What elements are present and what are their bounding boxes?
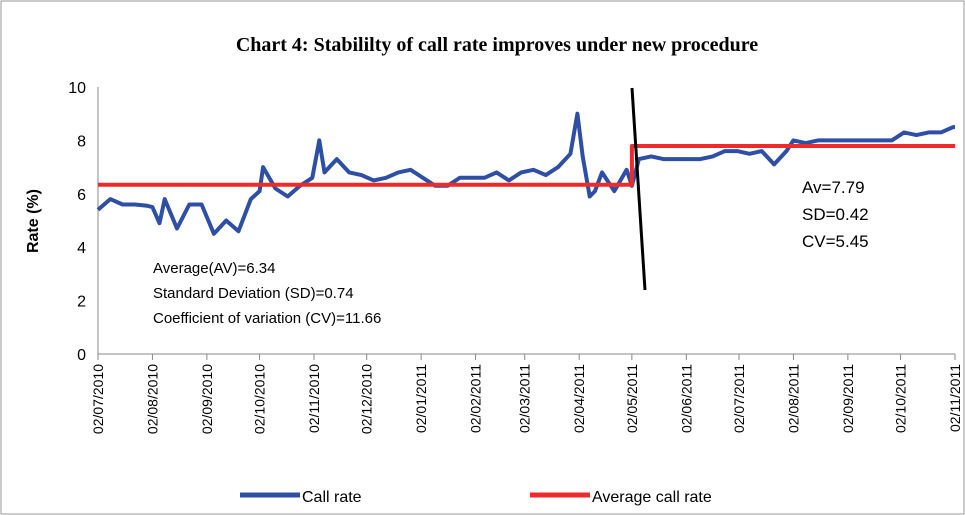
annotation: Av=7.79 (802, 178, 865, 197)
annotation: CV=5.45 (802, 232, 869, 251)
x-tick-label: 02/06/2011 (678, 364, 694, 433)
annotation: Standard Deviation (SD)=0.74 (153, 285, 354, 302)
annotation: Coefficient of variation (CV)=11.66 (153, 310, 381, 327)
y-tick-label: 4 (77, 240, 86, 257)
y-axis-label: Rate (%) (25, 189, 42, 253)
x-tick-label: 02/05/2011 (624, 364, 640, 433)
x-tick-label: 02/12/2010 (359, 364, 375, 434)
x-tick-label: 02/07/2011 (731, 364, 747, 433)
y-tick-label: 6 (77, 187, 86, 204)
x-tick-label: 02/11/2010 (306, 364, 322, 433)
x-tick-label: 02/11/2011 (947, 364, 963, 432)
x-tick-label: 02/08/2010 (144, 364, 160, 434)
divider-line (630, 87, 647, 291)
x-tick-label: 02/01/2011 (413, 364, 429, 433)
x-tick-label: 02/09/2011 (840, 364, 856, 433)
chart-title: Chart 4: Stabililty of call rate improve… (236, 34, 758, 56)
y-tick-label: 2 (77, 294, 86, 311)
legend-label: Average call rate (592, 489, 712, 506)
x-tick-label: 02/02/2011 (468, 364, 484, 433)
x-tick-label: 02/04/2011 (571, 364, 587, 433)
x-tick-label: 02/10/2010 (252, 364, 268, 434)
y-tick-label: 10 (68, 80, 86, 97)
annotation: Average(AV)=6.34 (153, 260, 275, 277)
x-tick-label: 02/09/2010 (199, 364, 215, 434)
legend-label: Call rate (302, 489, 362, 506)
annotation: SD=0.42 (802, 205, 869, 224)
x-tick-label: 02/07/2010 (90, 364, 106, 434)
y-tick-label: 8 (77, 133, 86, 150)
series-line (96, 111, 956, 236)
x-tick-label: 02/10/2011 (893, 364, 909, 433)
y-tick-label: 0 (77, 347, 86, 364)
x-tick-label: 02/03/2011 (517, 364, 533, 433)
x-tick-label: 02/08/2011 (785, 364, 801, 433)
series-line (98, 144, 955, 187)
